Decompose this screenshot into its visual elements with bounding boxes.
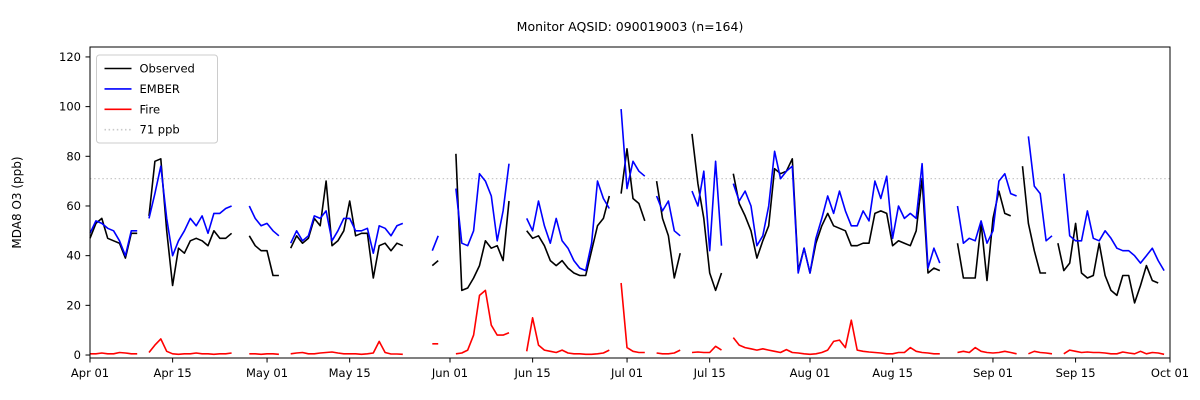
x-tick-label: Jul 01 (610, 366, 643, 380)
y-tick-label: 100 (59, 100, 81, 114)
fire-line (90, 282, 1165, 356)
x-tick-label: May 15 (329, 366, 371, 380)
legend-label: Fire (140, 102, 161, 116)
chart-title: Monitor AQSID: 090019003 (n=164) (517, 19, 744, 34)
x-tick-label: Aug 15 (872, 366, 913, 380)
plot-border (89, 46, 1171, 359)
ember-line (89, 109, 1165, 274)
legend-label: 71 ppb (140, 123, 180, 137)
legend-box (96, 54, 218, 144)
observed-line (89, 133, 1159, 304)
y-tick-label: 0 (74, 348, 81, 362)
y-axis-label: MDA8 O3 (ppb) (10, 156, 24, 248)
x-tick-label: Jun 15 (513, 366, 550, 380)
y-tick-label: 60 (66, 199, 81, 213)
x-tick-label: Aug 01 (790, 366, 831, 380)
x-tick-label: Apr 15 (154, 366, 192, 380)
x-tick-label: May 01 (246, 366, 288, 380)
y-tick-label: 120 (59, 50, 81, 64)
x-tick-label: Apr 01 (71, 366, 109, 380)
y-tick-label: 20 (66, 298, 81, 312)
legend-label: Observed (140, 62, 195, 76)
x-tick-label: Oct 01 (1151, 366, 1189, 380)
x-tick-label: Sep 15 (1056, 366, 1096, 380)
y-tick-label: 40 (66, 249, 81, 263)
y-tick-label: 80 (66, 149, 81, 163)
x-tick-label: Jun 01 (431, 366, 468, 380)
legend-label: EMBER (140, 82, 180, 96)
x-tick-label: Sep 01 (973, 366, 1013, 380)
x-tick-label: Jul 15 (693, 366, 726, 380)
